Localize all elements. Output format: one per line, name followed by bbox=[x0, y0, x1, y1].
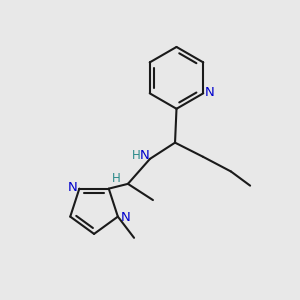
Text: H: H bbox=[131, 149, 140, 162]
Text: N: N bbox=[120, 211, 130, 224]
Text: N: N bbox=[68, 181, 77, 194]
Text: N: N bbox=[205, 86, 214, 99]
Text: H: H bbox=[112, 172, 121, 185]
Text: N: N bbox=[140, 149, 150, 162]
